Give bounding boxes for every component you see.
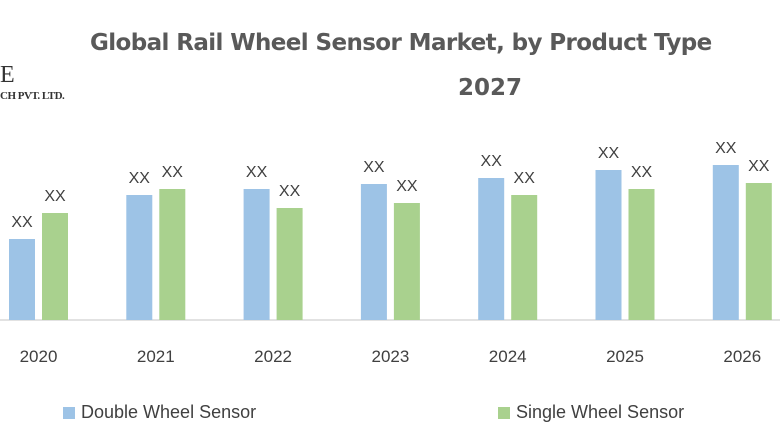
- x-tick-label-2023: 2023: [371, 347, 409, 366]
- bar-single-2024: [511, 195, 538, 320]
- x-tick-label-2021: 2021: [137, 347, 175, 366]
- data-label-double-2020: XX: [11, 214, 33, 231]
- bar-double-2020: [9, 239, 35, 320]
- x-tick-label-2026: 2026: [723, 347, 761, 366]
- bar-single-2023: [393, 203, 420, 320]
- bar-double-2024: [478, 178, 505, 320]
- bar-double-2022: [243, 189, 270, 320]
- data-label-double-2026: XX: [715, 140, 737, 157]
- bar-single-2022: [276, 208, 303, 320]
- data-label-single-2026: XX: [748, 158, 770, 175]
- data-label-double-2024: XX: [481, 153, 503, 170]
- data-label-single-2020: XX: [44, 188, 66, 205]
- chart-title: Global Rail Wheel Sensor Market, by Prod…: [90, 30, 712, 56]
- data-label-single-2022: XX: [279, 183, 301, 200]
- bar-double-2021: [126, 195, 153, 320]
- bar-double-2026: [712, 165, 739, 320]
- data-label-double-2025: XX: [598, 145, 620, 162]
- legend-item-single: Single Wheel Sensor: [498, 402, 684, 423]
- bar-double-2025: [595, 170, 622, 320]
- bar-single-2021: [159, 189, 186, 320]
- legend-swatch-double: [63, 406, 75, 419]
- bar-double-2023: [360, 184, 387, 320]
- legend-swatch-single: [498, 406, 510, 419]
- x-tick-label-2025: 2025: [606, 347, 644, 366]
- logo-letter: E: [0, 62, 15, 88]
- logo-subtext: CH PVT. LTD.: [0, 90, 65, 102]
- data-label-double-2023: XX: [363, 159, 385, 176]
- data-label-single-2024: XX: [514, 170, 536, 187]
- x-tick-label-2020: 2020: [20, 347, 58, 366]
- bar-single-2025: [628, 189, 655, 320]
- chart-title-year: 2027: [457, 75, 522, 101]
- legend-label-single: Single Wheel Sensor: [516, 402, 685, 422]
- bar-single-2020: [42, 213, 68, 320]
- legend-label-double: Double Wheel Sensor: [81, 402, 257, 422]
- x-tick-label-2024: 2024: [489, 347, 527, 366]
- data-label-single-2025: XX: [631, 164, 653, 181]
- bar-single-2026: [745, 183, 772, 320]
- legend-item-double: Double Wheel Sensor: [63, 402, 256, 423]
- data-label-double-2022: XX: [246, 164, 268, 181]
- data-label-double-2021: XX: [129, 170, 151, 187]
- x-tick-label-2022: 2022: [254, 347, 292, 366]
- data-label-single-2021: XX: [162, 164, 184, 181]
- data-label-single-2023: XX: [396, 178, 418, 195]
